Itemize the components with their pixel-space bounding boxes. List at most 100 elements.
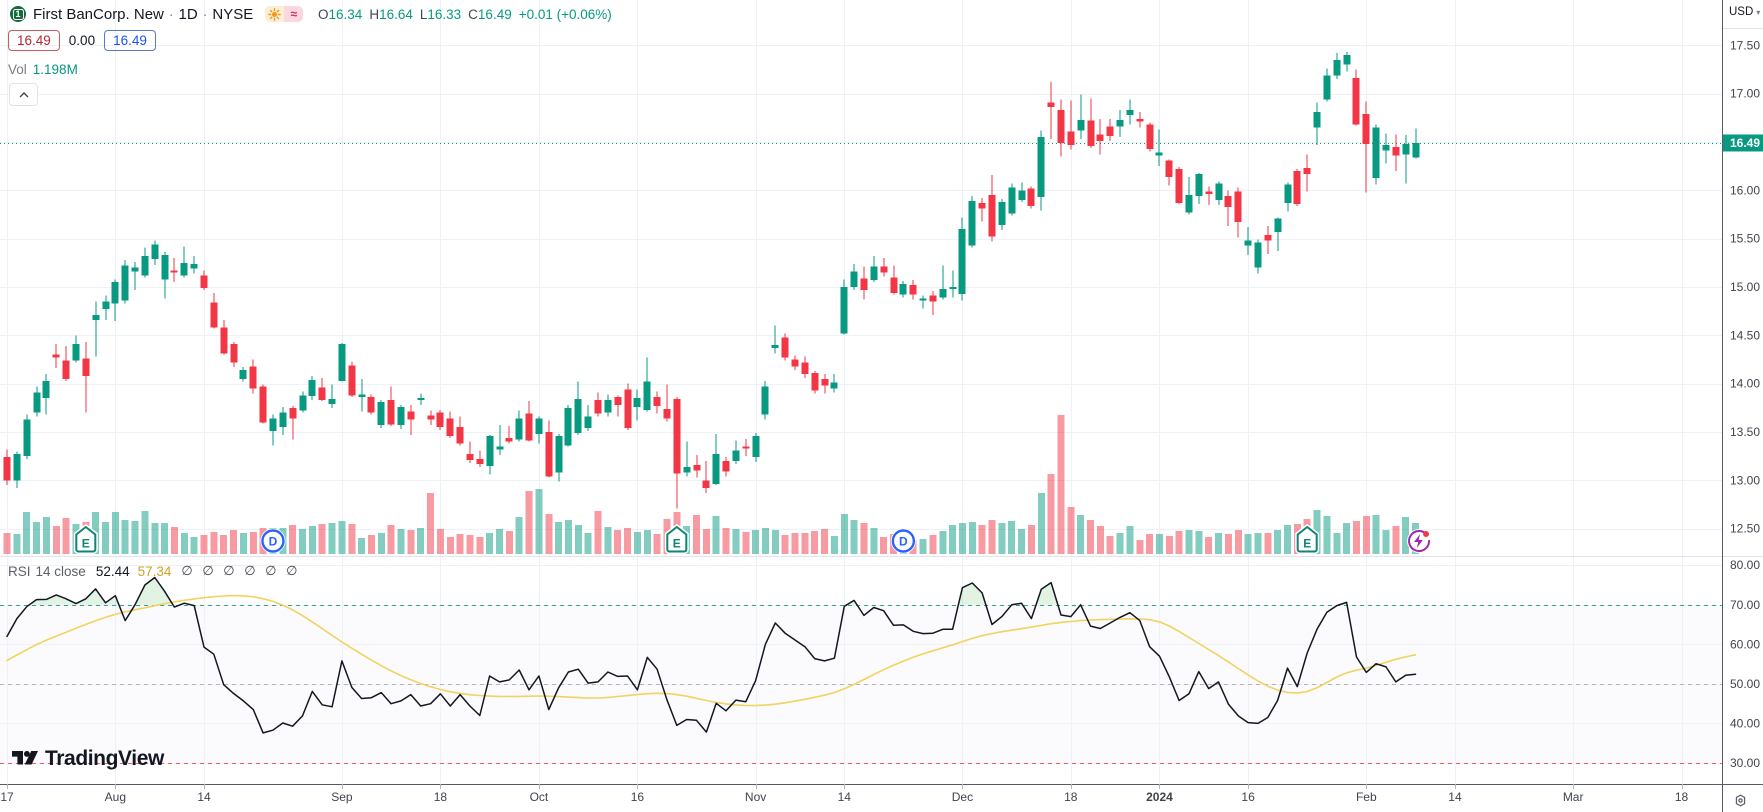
candle-body [1352, 78, 1360, 125]
candle-body [821, 378, 829, 386]
price-tick-label[interactable]: 16.00 [1730, 183, 1760, 197]
price-tick-label[interactable]: 13.50 [1730, 425, 1760, 439]
rsi-tick-label[interactable]: 40.00 [1730, 716, 1760, 730]
candle-body [1067, 131, 1075, 145]
earnings-badge[interactable]: E [1295, 523, 1320, 554]
time-tick-label[interactable]: 14 [197, 790, 211, 804]
collapse-pane-button[interactable] [9, 83, 38, 106]
price-scale-currency[interactable]: USD ▾ [1729, 6, 1761, 18]
time-tick-label[interactable]: Oct [530, 790, 549, 804]
volume-bar [1195, 530, 1203, 554]
delayed-data-icon[interactable]: ≈ [284, 6, 304, 22]
candle-body [614, 397, 622, 405]
premarket-sun-icon[interactable] [265, 6, 285, 22]
price-tick-label[interactable]: 13.00 [1730, 473, 1760, 487]
rsi-name[interactable]: RSI [8, 563, 31, 579]
candle-body [1087, 120, 1095, 146]
buy-price-button[interactable]: 16.49 [104, 30, 156, 51]
price-tick-label[interactable]: 14.00 [1730, 377, 1760, 391]
time-tick-label[interactable]: Sep [331, 790, 353, 804]
candle-body [407, 411, 415, 420]
candle-wick [469, 441, 471, 463]
open-label: O [318, 7, 329, 22]
volume-bar [13, 533, 21, 554]
candle-body [1116, 119, 1124, 127]
interval-label[interactable]: 1D [178, 5, 198, 23]
candle-body [249, 366, 257, 389]
timezone-settings-button[interactable] [1733, 793, 1748, 812]
candle-body [1274, 218, 1282, 232]
volume-bar [328, 522, 336, 554]
time-tick-label[interactable]: 16 [631, 790, 645, 804]
candle-body [308, 379, 316, 397]
earnings-badge[interactable]: E [73, 523, 98, 554]
rsi-tick-label[interactable]: 70.00 [1730, 598, 1760, 612]
volume-bar [633, 531, 641, 554]
rsi-tick-label[interactable]: 50.00 [1730, 677, 1760, 691]
price-tick-label[interactable]: 17.00 [1730, 87, 1760, 101]
candle-body [180, 262, 188, 276]
time-tick-label[interactable]: Feb [1356, 790, 1377, 804]
close-label: C [468, 7, 478, 22]
time-tick-label[interactable]: 17 [0, 790, 14, 804]
latest-news-badge[interactable] [1407, 529, 1432, 553]
volume-bar [308, 525, 316, 554]
symbol-logo-icon[interactable]: 1 [10, 6, 26, 22]
time-tick-label[interactable]: 16 [1241, 790, 1255, 804]
candle-body [712, 454, 720, 485]
candle-wick [1080, 94, 1082, 140]
volume-bar [919, 538, 927, 554]
time-tick-label[interactable]: 18 [1675, 790, 1689, 804]
dividend-badge[interactable]: D [890, 528, 916, 554]
volume-bar [1205, 536, 1213, 554]
time-tick-label[interactable]: 2024 [1146, 790, 1173, 804]
time-tick-label[interactable]: Dec [952, 790, 973, 804]
volume-bar [850, 519, 858, 554]
price-tick-label[interactable]: 17.50 [1730, 38, 1760, 52]
volume-bar [367, 534, 375, 554]
candle-body [269, 418, 277, 432]
candle-body [1244, 240, 1252, 246]
dividend-badge[interactable]: D [260, 528, 286, 554]
candle-body [466, 454, 474, 461]
volume-bar [1343, 522, 1351, 554]
time-tick-label[interactable]: 18 [434, 790, 448, 804]
candle-body [348, 365, 356, 396]
time-tick-label[interactable]: 14 [1448, 790, 1462, 804]
earnings-badge[interactable]: E [664, 523, 689, 554]
time-tick-label[interactable]: Mar [1563, 790, 1584, 804]
volume-bar [545, 513, 553, 554]
candle-body [673, 399, 681, 474]
candle-wick [1158, 129, 1160, 167]
volume-bar [860, 522, 868, 554]
sell-price-button[interactable]: 16.49 [8, 30, 60, 51]
close-value: C16.49 [468, 7, 512, 22]
rsi-params: 14 close [35, 563, 86, 579]
rsi-tick-label[interactable]: 30.00 [1730, 756, 1760, 770]
time-tick-label[interactable]: 14 [838, 790, 852, 804]
rsi-tick-label[interactable]: 60.00 [1730, 637, 1760, 651]
time-tick-label[interactable]: Nov [745, 790, 766, 804]
time-tick-label[interactable]: Aug [105, 790, 126, 804]
rsi-tick-label[interactable]: 80.00 [1730, 558, 1760, 572]
symbol-title[interactable]: First BanCorp. New [33, 5, 164, 23]
volume-bar [1402, 516, 1410, 554]
price-tick-label[interactable]: 14.50 [1730, 328, 1760, 342]
price-tick-label[interactable]: 12.50 [1730, 522, 1760, 536]
tradingview-watermark[interactable]: TradingView [12, 747, 164, 771]
exchange-label[interactable]: NYSE [212, 5, 254, 23]
volume-bar [102, 521, 109, 554]
volume-bar [594, 510, 602, 554]
price-tick-label[interactable]: 15.50 [1730, 232, 1760, 246]
candle-body [328, 399, 336, 404]
volume-bar [210, 531, 218, 554]
candle-wick [922, 295, 924, 309]
price-tick-label[interactable]: 15.00 [1730, 280, 1760, 294]
candle-body [92, 315, 100, 320]
candle-body [358, 394, 366, 398]
time-tick-label[interactable]: 18 [1064, 790, 1078, 804]
volume-bar [170, 526, 178, 554]
market-status-badges[interactable]: ≈ [265, 6, 304, 22]
volume-bar [161, 522, 169, 554]
